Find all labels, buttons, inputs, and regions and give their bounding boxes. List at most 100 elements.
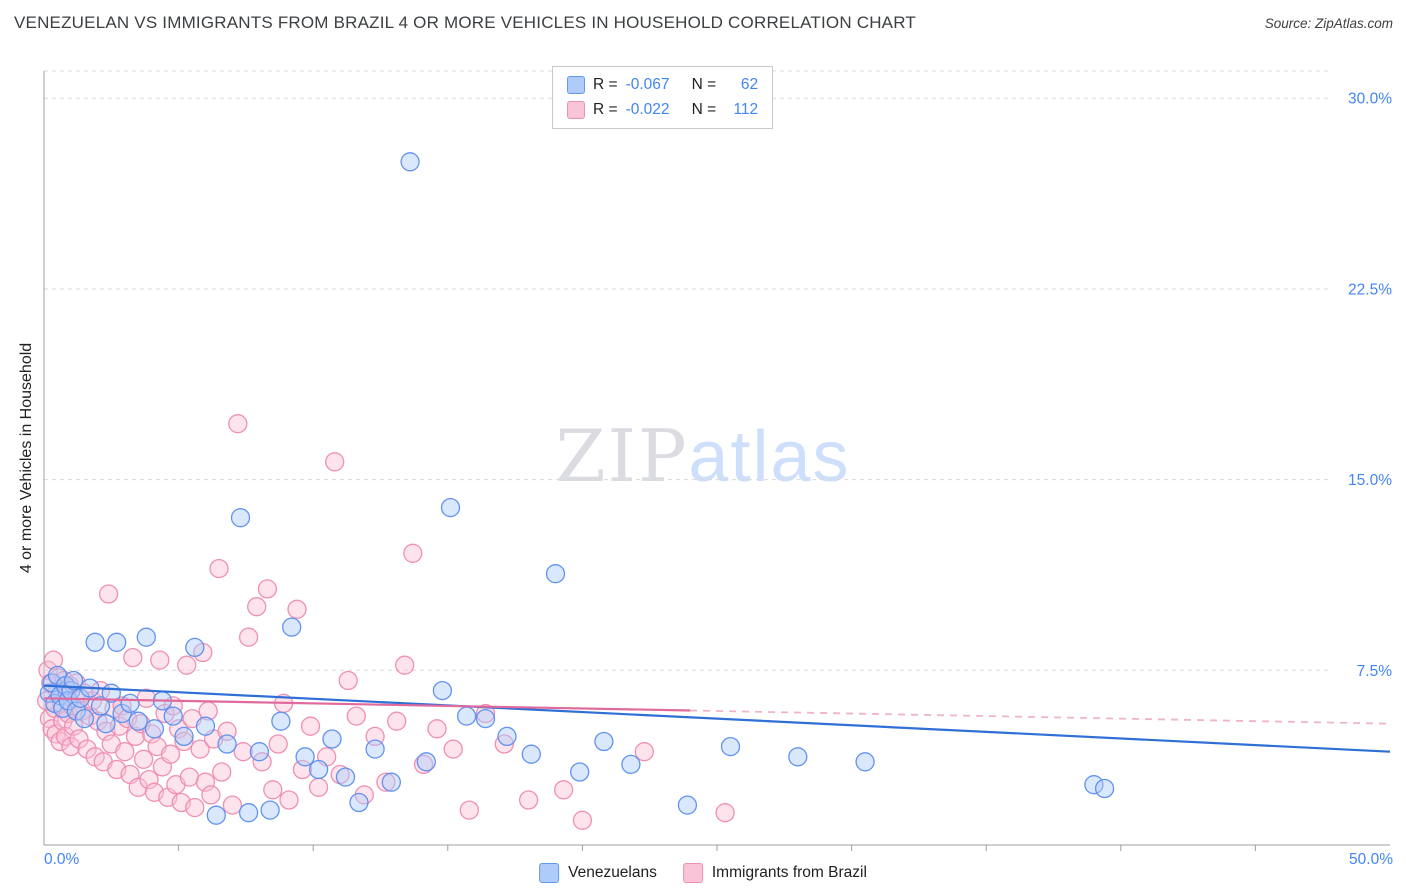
brazil-trendline (43, 697, 691, 712)
brazil-point (228, 414, 248, 434)
venezuelans-point (720, 736, 741, 757)
venezuelans-point (74, 708, 95, 729)
brazil-point (133, 749, 154, 769)
brazil-point (142, 724, 162, 744)
venezuelans-point (271, 711, 291, 731)
brazil-point (634, 742, 654, 762)
venezuelans-point (322, 729, 342, 749)
venezuelans-legend-label: Venezuelans (568, 864, 657, 881)
brazil-point (115, 742, 135, 762)
venezuelans-point (1084, 775, 1104, 795)
brazil-point (150, 650, 170, 670)
watermark-atlas: atlas (688, 417, 851, 497)
venezuelans-point (621, 754, 641, 775)
brazil-point (209, 558, 229, 579)
venezuelans-point (128, 711, 148, 731)
brazil-point (179, 767, 200, 787)
brazil-point (494, 734, 514, 754)
brazil-point (190, 739, 210, 759)
chart-title: VENEZUELAN VS IMMIGRANTS FROM BRAZIL 4 O… (14, 13, 916, 32)
venezuelans-point (144, 719, 165, 739)
series-legend: Venezuelans Immigrants from Brazil (539, 863, 867, 883)
brazil-point (263, 780, 283, 800)
venezuelans-point (416, 752, 436, 772)
n-label: N = (691, 101, 717, 118)
brazil-point (238, 627, 259, 647)
brazil-point (518, 790, 539, 810)
venezuelans-point (174, 726, 194, 747)
venezuelans-point (230, 508, 251, 528)
brazil-point (268, 734, 288, 754)
venezuelans-point (96, 714, 116, 734)
venezuelans-r-value: -0.067 (625, 76, 670, 93)
venezuelans-point (185, 637, 205, 658)
venezuelans-point (238, 803, 259, 823)
brazil-point (98, 584, 119, 604)
watermark-zip: ZIP (555, 414, 689, 498)
brazil-r-value: -0.022 (625, 101, 670, 118)
venezuelans-trendline (43, 684, 1391, 753)
brazil-point (308, 777, 329, 797)
brazil-point (212, 762, 232, 782)
correlation-stats-legend: R = -0.067 N = 62 R = -0.022 N = 112 (552, 66, 774, 129)
venezuelans-point (112, 703, 132, 724)
brazil-point (376, 772, 396, 792)
venezuelans-point (1094, 778, 1115, 799)
brazil-point (139, 769, 159, 790)
venezuelans-point (120, 693, 140, 714)
venezuelans-point (163, 706, 183, 726)
r-label: R = (593, 76, 618, 93)
venezuelans-point (855, 752, 875, 772)
source-label: Source: ZipAtlas.com (1264, 16, 1393, 31)
n-label: N = (691, 76, 717, 93)
brazil-point (61, 736, 81, 757)
brazil-point (185, 797, 205, 818)
venezuelans-point (381, 772, 401, 792)
venezuelans-point (521, 744, 541, 764)
brazil-point (201, 785, 221, 805)
brazil-point (443, 739, 463, 759)
brazil-point (427, 719, 447, 739)
brazil-point (475, 703, 496, 724)
venezuelans-point (788, 747, 808, 767)
brazil-point (403, 543, 423, 563)
brazil-point (387, 711, 407, 731)
brazil-point (279, 790, 299, 810)
venezuelans-point (206, 805, 226, 825)
brazil-point (346, 706, 366, 726)
brazil-point (160, 744, 181, 764)
venezuelans-point (107, 632, 127, 652)
legend-item-brazil: Immigrants from Brazil (682, 863, 867, 883)
y-tick-label: 7.5% (1357, 663, 1393, 680)
venezuelans-point (136, 627, 156, 647)
y-tick-label: 30.0% (1348, 91, 1392, 108)
brazil-point (69, 729, 89, 749)
venezuelans-point (570, 762, 590, 782)
venezuelans-point (349, 792, 369, 813)
venezuelans-point (195, 716, 216, 736)
brazil-n-value: 112 (733, 101, 759, 118)
brazil-point (123, 647, 143, 668)
venezuelans-point (249, 742, 270, 762)
venezuelans-point (497, 726, 517, 747)
venezuelans-point (456, 706, 477, 726)
venezuelans-point (295, 747, 315, 767)
venezuelans-swatch (567, 76, 585, 94)
venezuelans-point (85, 632, 105, 652)
r-label: R = (593, 101, 618, 118)
x-axis-min-label: 0.0% (44, 851, 80, 868)
legend-item-venezuelans: Venezuelans (539, 863, 657, 883)
brazil-point (287, 599, 307, 619)
venezuelans-point (432, 680, 453, 701)
brazil-point (43, 650, 64, 670)
venezuelans-point (63, 670, 84, 691)
brazil-swatch (567, 101, 585, 119)
venezuelans-point (545, 564, 566, 584)
brazil-point (395, 655, 415, 675)
venezuelans-point (335, 767, 356, 787)
venezuelans-point (400, 152, 420, 172)
venezuelans-n-value: 62 (740, 76, 759, 93)
brazil-legend-swatch (682, 863, 703, 883)
brazil-point (300, 716, 321, 736)
venezuelans-point (594, 731, 614, 752)
